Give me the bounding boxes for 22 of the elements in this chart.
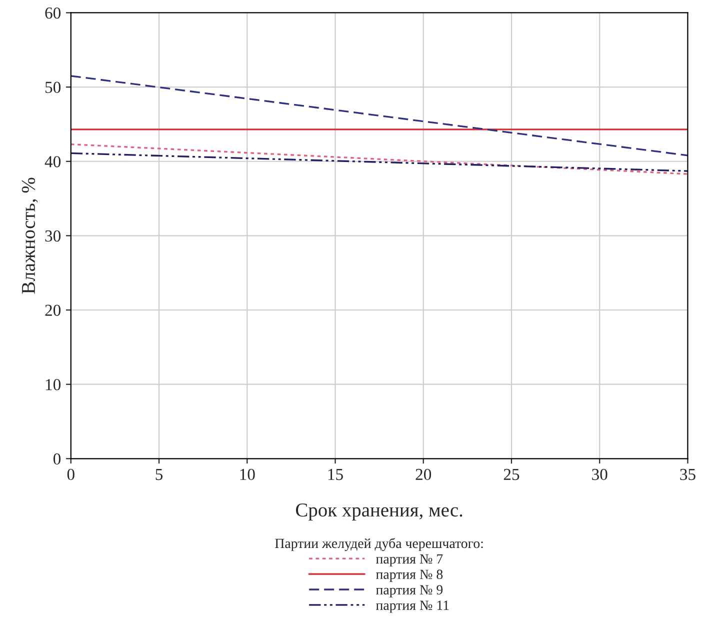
- y-tick-label: 40: [44, 156, 61, 168]
- y-tick-label: 10: [46, 379, 61, 390]
- x-axis-title: Срок хранения, мес.: [296, 504, 462, 521]
- x-tick-label: 5: [156, 469, 163, 480]
- y-tick-label: 50: [45, 82, 61, 94]
- y-tick-label: 0: [53, 453, 61, 465]
- y-axis-title: Влажность, %: [22, 178, 38, 294]
- legend-title: Партии желудей дуба черешчатого:: [275, 538, 483, 551]
- x-tick-label: 35: [680, 468, 696, 480]
- x-tick-label: 0: [67, 468, 74, 480]
- x-tick-label: 30: [592, 468, 608, 480]
- y-tick-label: 20: [45, 304, 61, 316]
- x-tick-label: 15: [328, 468, 343, 480]
- y-tick-label: 60: [45, 7, 61, 19]
- legend-label: партия № 7: [376, 554, 443, 566]
- y-tick-label: 30: [45, 230, 61, 242]
- x-tick-label: 10: [240, 468, 255, 480]
- legend-label: партия № 11: [376, 600, 449, 613]
- x-tick-label: 25: [504, 468, 520, 480]
- legend-label: партия № 8: [376, 570, 443, 582]
- legend-label: партия № 9: [376, 585, 443, 598]
- x-tick-label: 20: [416, 468, 432, 480]
